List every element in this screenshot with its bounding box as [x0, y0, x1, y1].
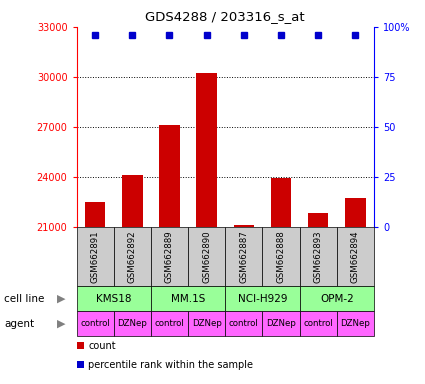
Bar	[337, 227, 374, 286]
Text: OPM-2: OPM-2	[320, 293, 354, 304]
Bar	[188, 311, 225, 336]
Text: GSM662891: GSM662891	[91, 230, 99, 283]
Bar	[151, 311, 188, 336]
Bar	[262, 311, 300, 336]
Bar	[122, 175, 142, 227]
Bar	[196, 73, 217, 227]
Text: DZNep: DZNep	[117, 319, 147, 328]
Text: GSM662888: GSM662888	[277, 230, 286, 283]
Text: DZNep: DZNep	[192, 319, 221, 328]
Bar	[188, 227, 225, 286]
Text: count: count	[88, 341, 116, 351]
Bar	[262, 227, 300, 286]
Bar	[308, 213, 329, 227]
Bar	[113, 311, 151, 336]
Text: agent: agent	[4, 318, 34, 329]
Bar	[337, 311, 374, 336]
Bar	[271, 178, 291, 227]
Text: ▶: ▶	[57, 318, 66, 329]
Text: GSM662887: GSM662887	[239, 230, 248, 283]
Text: MM.1S: MM.1S	[171, 293, 205, 304]
Bar	[300, 311, 337, 336]
Text: DZNep: DZNep	[266, 319, 296, 328]
Bar	[76, 286, 151, 311]
Text: GSM662889: GSM662889	[165, 230, 174, 283]
Bar	[151, 227, 188, 286]
Bar	[234, 225, 254, 227]
Text: percentile rank within the sample: percentile rank within the sample	[88, 360, 253, 370]
Text: control: control	[155, 319, 184, 328]
Text: control: control	[303, 319, 333, 328]
Bar	[113, 227, 151, 286]
Text: cell line: cell line	[4, 293, 45, 304]
Bar	[225, 311, 262, 336]
Bar	[76, 227, 113, 286]
Text: DZNep: DZNep	[340, 319, 370, 328]
Text: control: control	[229, 319, 259, 328]
Bar	[76, 311, 113, 336]
Bar	[159, 125, 180, 227]
Text: KMS18: KMS18	[96, 293, 131, 304]
Bar	[300, 227, 337, 286]
Bar	[300, 286, 374, 311]
Bar	[225, 227, 262, 286]
Text: control: control	[80, 319, 110, 328]
Text: GSM662893: GSM662893	[314, 230, 323, 283]
Text: ▶: ▶	[57, 293, 66, 304]
Text: GSM662894: GSM662894	[351, 230, 360, 283]
Bar	[225, 286, 300, 311]
Title: GDS4288 / 203316_s_at: GDS4288 / 203316_s_at	[145, 10, 305, 23]
Bar	[345, 198, 366, 227]
Text: GSM662892: GSM662892	[128, 230, 137, 283]
Text: NCI-H929: NCI-H929	[238, 293, 287, 304]
Bar	[151, 286, 225, 311]
Text: GSM662890: GSM662890	[202, 230, 211, 283]
Bar	[85, 202, 105, 227]
